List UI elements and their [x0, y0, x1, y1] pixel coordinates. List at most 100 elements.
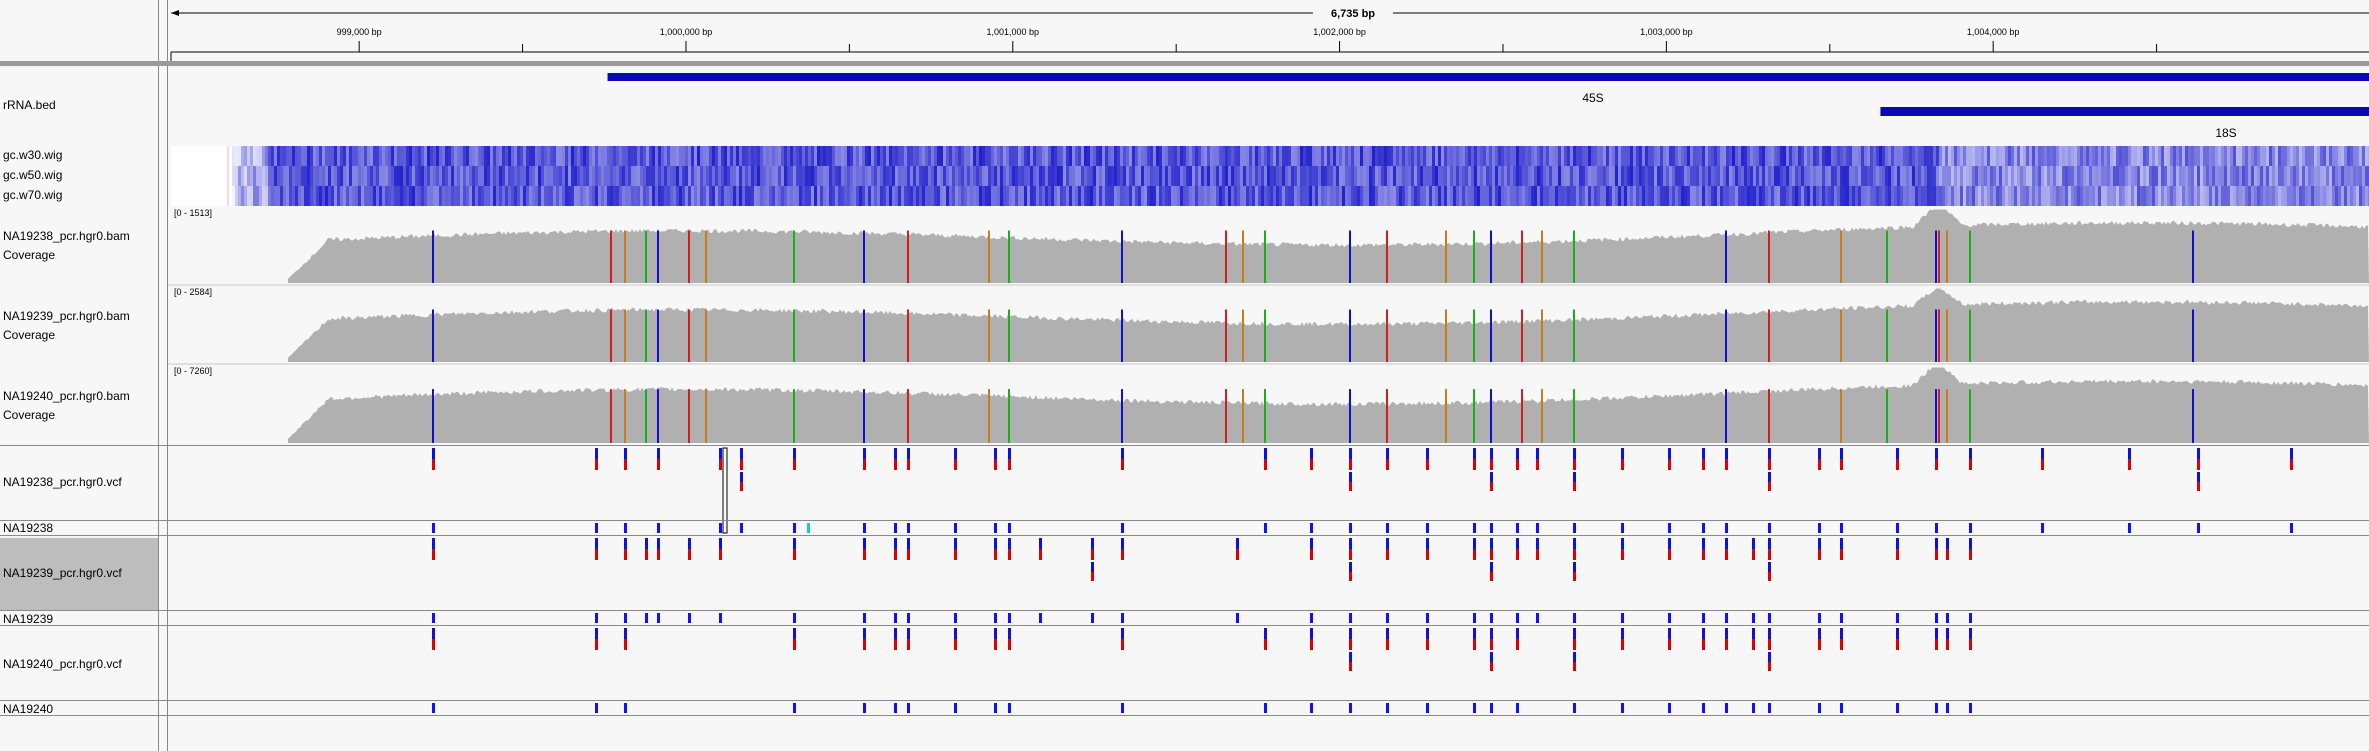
gc-heatmap-cell [1093, 186, 1096, 206]
gc-heatmap-cell [1465, 166, 1468, 186]
gc-heatmap-cell [916, 146, 919, 166]
gc-heatmap-cell [886, 166, 889, 186]
variant-allele-ref [595, 538, 598, 549]
gc-heatmap-cell [1981, 186, 1984, 206]
gc-heatmap-cell [2008, 146, 2011, 166]
gc-heatmap-cell [2107, 186, 2110, 206]
gc-heatmap-cell [589, 166, 592, 186]
track-name-rrna-bed[interactable]: rRNA.bed [3, 98, 56, 112]
gc-heatmap-cell [235, 166, 238, 186]
variant-allele-ref [1935, 448, 1938, 459]
gc-heatmap-cell [2290, 186, 2293, 206]
genotype-cell [1310, 703, 1313, 713]
rrna-feature-track[interactable]: 45S 18S [607, 73, 2369, 140]
gc-heatmap-cell [1354, 186, 1357, 206]
gc-heatmap-cell [1411, 146, 1414, 166]
variant-allele-ref [2197, 472, 2200, 482]
genotype-cell [1264, 703, 1267, 713]
gc-heatmap-cell [1801, 186, 1804, 206]
gc-heatmap-cell [2287, 146, 2290, 166]
gc-heatmap-cell [1735, 186, 1738, 206]
gc-heatmap-cell [2224, 166, 2227, 186]
variant-tracks[interactable] [432, 447, 2293, 713]
gc-heatmap-cell [2161, 166, 2164, 186]
genotype-cell [595, 703, 598, 713]
sample-name-na19240[interactable]: NA19240 [3, 702, 54, 716]
gc-heatmap-cell [1345, 186, 1348, 206]
gc-content-heatmap[interactable] [171, 146, 2369, 206]
gc-heatmap-cell [1291, 166, 1294, 186]
gc-heatmap-cell [904, 186, 907, 206]
track-name-gc-w50[interactable]: gc.w50.wig [3, 168, 63, 182]
gc-heatmap-cell [1300, 186, 1303, 206]
gc-heatmap-cell [1069, 146, 1072, 166]
gc-heatmap-cell [769, 166, 772, 186]
gc-heatmap-cell [1963, 146, 1966, 166]
gc-heatmap-cell [1681, 146, 1684, 166]
gc-heatmap-cell [1303, 146, 1306, 166]
ruler[interactable]: 6,735 bp 999,000 bp 1,000,000 bp 1,001,000… [170, 5, 2369, 61]
gc-heatmap-cell [2266, 186, 2269, 206]
gc-heatmap-cell [958, 166, 961, 186]
coverage-track-na19239[interactable]: [0 - 2584] [174, 287, 2369, 362]
variant-allele-alt [1008, 549, 1011, 560]
gc-heatmap-cell [838, 166, 841, 186]
gc-heatmap-cell [2272, 166, 2275, 186]
gc-heatmap-cell [409, 186, 412, 206]
track-name-gc-w70[interactable]: gc.w70.wig [3, 188, 63, 202]
gc-heatmap-cell [1846, 186, 1849, 206]
gc-heatmap-cell [1894, 166, 1897, 186]
genotype-cell [1935, 703, 1938, 713]
gc-heatmap-cell [925, 146, 928, 166]
gc-heatmap-cell [1858, 146, 1861, 166]
gc-heatmap-cell [424, 186, 427, 206]
variant-allele-ref [1725, 628, 1728, 639]
sample-name-na19239[interactable]: NA19239 [3, 612, 54, 626]
gc-heatmap-cell [1933, 146, 1936, 166]
gc-heatmap-cell [538, 166, 541, 186]
ruler-divider[interactable] [0, 61, 2369, 66]
track-name-gc-w30[interactable]: gc.w30.wig [3, 148, 63, 162]
gc-heatmap-cell [2242, 166, 2245, 186]
sample-name-na19238[interactable]: NA19238 [3, 521, 54, 535]
track-name-coverage-na19239[interactable]: NA19239_pcr.hgr0.bam Coverage [3, 309, 130, 342]
gc-heatmap-cell [241, 166, 244, 186]
gc-heatmap-cell [529, 146, 532, 166]
gc-heatmap-cell [1033, 186, 1036, 206]
gc-heatmap-cell [826, 186, 829, 206]
gc-heatmap-cell [241, 186, 244, 206]
track-name-vcf-na19240[interactable]: NA19240_pcr.hgr0.vcf [3, 657, 122, 671]
gc-heatmap-cell [859, 146, 862, 166]
variant-allele-alt [1946, 639, 1949, 650]
track-name-vcf-na19238[interactable]: NA19238_pcr.hgr0.vcf [3, 475, 122, 489]
variant-allele-alt [1349, 459, 1352, 470]
gc-heatmap-cell [1570, 186, 1573, 206]
variant-allele-alt [1516, 639, 1519, 650]
gc-heatmap-cell [1645, 146, 1648, 166]
gc-heatmap-cell [1630, 166, 1633, 186]
gc-heatmap-cell [292, 166, 295, 186]
gc-heatmap-cell [1372, 166, 1375, 186]
feature-18s[interactable] [1880, 107, 2369, 116]
gc-heatmap-cell [1792, 166, 1795, 186]
gc-heatmap-cell [838, 146, 841, 166]
gc-heatmap-cell [1582, 166, 1585, 186]
data-panel[interactable]: 6,735 bp 999,000 bp 1,000,000 bp 1,001,000… [168, 0, 2369, 751]
feature-45s[interactable] [607, 73, 2369, 81]
coverage-track-na19238[interactable]: [0 - 1513] [174, 208, 2369, 283]
track-name-vcf-na19239[interactable]: NA19239_pcr.hgr0.vcf [3, 566, 122, 580]
track-name-coverage-na19238[interactable]: NA19238_pcr.hgr0.bam Coverage [3, 229, 130, 262]
gc-heatmap-cell [2065, 166, 2068, 186]
gc-heatmap-cell [976, 186, 979, 206]
gc-heatmap-cell [1441, 186, 1444, 206]
panel-divider[interactable] [158, 0, 168, 751]
gc-heatmap-cell [1621, 186, 1624, 206]
gc-heatmap-cell [1525, 146, 1528, 166]
coverage-track-na19240[interactable]: [0 - 7260] [174, 366, 2369, 443]
gc-heatmap-cell [2266, 166, 2269, 186]
gc-heatmap-cell [1426, 166, 1429, 186]
gc-heatmap-cell [850, 166, 853, 186]
gc-heatmap-cell [604, 166, 607, 186]
gc-heatmap-cell [1516, 166, 1519, 186]
track-name-coverage-na19240[interactable]: NA19240_pcr.hgr0.bam Coverage [3, 389, 130, 422]
